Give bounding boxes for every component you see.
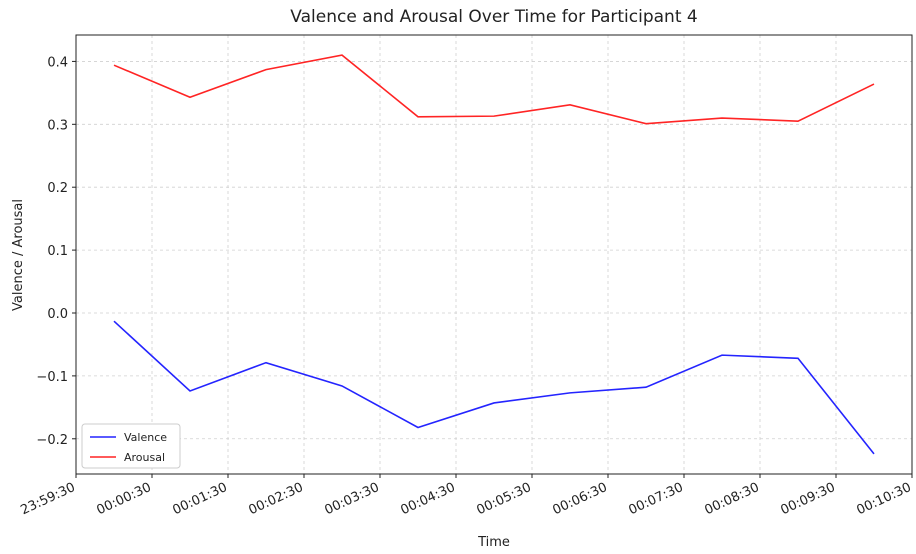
y-tick-label: 0.4 [47, 55, 68, 70]
y-tick-label: 0.1 [47, 244, 68, 259]
x-tick-label: 00:07:30 [626, 480, 685, 518]
x-tick-label: 00:04:30 [398, 480, 457, 518]
chart-title: Valence and Arousal Over Time for Partic… [290, 7, 697, 27]
x-tick-label: 00:06:30 [550, 480, 609, 518]
x-tick-label: 00:00:30 [94, 480, 153, 518]
legend-label: Arousal [124, 451, 165, 464]
x-tick-label: 00:02:30 [246, 480, 305, 518]
y-tick-label: 0.3 [47, 118, 68, 133]
plot-frame [75, 34, 913, 475]
y-axis-label: Valence / Arousal [11, 199, 26, 311]
x-tick-label: 00:03:30 [322, 480, 381, 518]
y-tick-label: 0.0 [47, 307, 68, 322]
x-tick-label: 00:05:30 [474, 480, 533, 518]
data-line [113, 54, 875, 125]
data-line [113, 320, 875, 455]
x-axis-label: Time [477, 535, 510, 550]
x-tick-label: 00:10:30 [854, 480, 913, 518]
y-tick-label: −0.2 [36, 433, 68, 448]
x-tick-label: 00:08:30 [702, 480, 761, 518]
x-tick-label: 00:01:30 [170, 480, 229, 518]
x-tick-label: 23:59:30 [18, 480, 77, 518]
y-tick-label: 0.2 [47, 181, 68, 196]
legend-label: Valence [124, 431, 167, 444]
y-tick-label: −0.1 [36, 370, 68, 385]
x-tick-label: 00:09:30 [778, 480, 837, 518]
